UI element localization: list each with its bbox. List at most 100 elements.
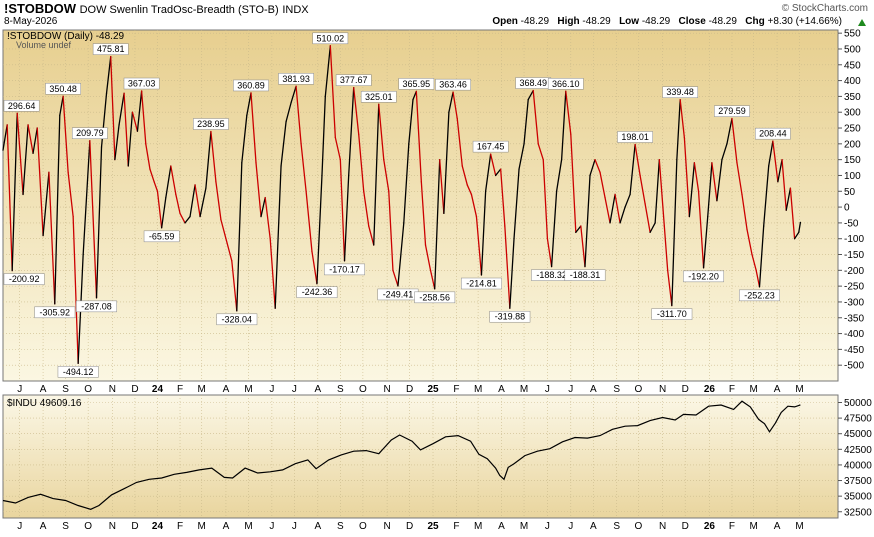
indicator-segment bbox=[140, 90, 147, 145]
ohlc-readout: Open -48.29 High -48.29 Low -48.29 Close… bbox=[492, 16, 842, 27]
peak-label: 368.49 bbox=[519, 78, 547, 88]
indicator-segment bbox=[373, 103, 380, 246]
indicator-segment bbox=[127, 111, 134, 167]
x-tick-label: M bbox=[244, 521, 252, 532]
indicator-segment bbox=[475, 215, 483, 276]
indicator-segment bbox=[156, 190, 163, 229]
indicator-segment bbox=[255, 162, 262, 218]
indicator-segment bbox=[363, 190, 370, 227]
indicator-segment bbox=[570, 133, 577, 234]
chg-value: +8.30 (+14.66%) bbox=[767, 16, 843, 27]
peak-label-box bbox=[739, 289, 780, 302]
indicator-segment bbox=[149, 168, 155, 183]
indicator-segment bbox=[145, 143, 151, 170]
peak-label: 475.81 bbox=[97, 44, 125, 54]
x-tick-label: N bbox=[659, 521, 666, 532]
peak-label: 296.64 bbox=[8, 101, 36, 111]
x-tick-label: O bbox=[359, 521, 367, 532]
indicator-segment bbox=[420, 181, 427, 246]
indicator-segment bbox=[500, 168, 506, 227]
peak-label-box bbox=[278, 73, 314, 85]
indicator-segment bbox=[27, 124, 34, 154]
peak-label: 325.01 bbox=[365, 92, 393, 102]
peak-label-box bbox=[76, 300, 117, 313]
x-tick-label: F bbox=[177, 384, 183, 395]
dow-panel[interactable] bbox=[2, 394, 839, 519]
indicator-segment bbox=[290, 85, 297, 104]
indicator-segment bbox=[89, 140, 98, 299]
indicator-segment bbox=[604, 196, 611, 224]
up-arrow-icon bbox=[858, 19, 866, 26]
x-tick-label: S bbox=[62, 521, 69, 532]
indicator-segment bbox=[36, 127, 44, 237]
peak-label: 363.46 bbox=[439, 80, 467, 90]
y-tick-label: -300 bbox=[844, 297, 864, 308]
y-tick-label: -450 bbox=[844, 345, 864, 356]
indicator-segment bbox=[72, 215, 79, 364]
x-tick-label: A bbox=[498, 521, 505, 532]
x-tick-label: D bbox=[406, 384, 413, 395]
x-tick-label: M bbox=[749, 521, 757, 532]
x-tick-label: M bbox=[198, 521, 206, 532]
indicator-segment bbox=[118, 92, 125, 126]
peak-label: -287.08 bbox=[81, 301, 112, 311]
x-tick-label: S bbox=[613, 521, 620, 532]
x-tick-label: M bbox=[795, 521, 803, 532]
peak-label: 510.02 bbox=[317, 33, 345, 43]
indicator-segment bbox=[82, 140, 91, 256]
volume-legend: Volume undef bbox=[16, 40, 72, 50]
close-label: Close bbox=[678, 16, 706, 27]
x-tick-label: J bbox=[17, 384, 22, 395]
y-tick-label: 35000 bbox=[844, 492, 872, 503]
indicator-segment bbox=[16, 112, 24, 196]
peak-label-box bbox=[3, 100, 40, 112]
peak-label-box bbox=[755, 127, 791, 140]
y-tick-label: 550 bbox=[844, 29, 861, 40]
indicator-segment bbox=[523, 98, 529, 145]
peak-label: -242.36 bbox=[302, 287, 333, 297]
peak-label-box bbox=[233, 79, 269, 92]
indicator-segment bbox=[518, 143, 525, 170]
indicator-segment bbox=[741, 193, 748, 230]
indicator-segment bbox=[777, 158, 783, 183]
brand-label[interactable]: © StockCharts.com bbox=[781, 3, 868, 14]
x-tick-label: A bbox=[590, 384, 597, 395]
x-tick-label: F bbox=[729, 384, 735, 395]
x-tick-label: M bbox=[474, 384, 482, 395]
indicator-segment bbox=[184, 215, 191, 224]
x-tick-label: O bbox=[84, 521, 92, 532]
x-tick-label: S bbox=[613, 384, 620, 395]
indicator-segment bbox=[624, 193, 631, 208]
x-tick-label: S bbox=[62, 384, 69, 395]
ticker-title: !STOBDOW DOW Swenlin TradOsc-Breadth (ST… bbox=[4, 1, 309, 16]
indicator-segment bbox=[619, 206, 626, 224]
indicator-segment bbox=[711, 162, 718, 202]
indicator-segment bbox=[378, 103, 385, 161]
y-tick-label: -350 bbox=[844, 313, 864, 324]
indicator-segment bbox=[781, 158, 787, 211]
indicator-segment bbox=[54, 114, 61, 305]
indicator-segment bbox=[397, 222, 405, 287]
x-tick-label: A bbox=[40, 384, 47, 395]
indicator-segment bbox=[448, 91, 454, 113]
x-tick-label: 24 bbox=[152, 384, 164, 395]
indicator-segment bbox=[663, 225, 669, 271]
indicator-segment bbox=[746, 228, 753, 256]
x-tick-label: J bbox=[545, 521, 550, 532]
peak-label: 208.44 bbox=[759, 129, 787, 139]
indicator-segment bbox=[42, 171, 50, 237]
indicator-segment bbox=[434, 158, 441, 290]
x-tick-label: N bbox=[383, 384, 390, 395]
x-tick-label: A bbox=[40, 521, 47, 532]
x-tick-label: J bbox=[269, 384, 274, 395]
x-tick-label: J bbox=[292, 384, 297, 395]
indicator-segment bbox=[470, 193, 478, 218]
y-tick-label: 200 bbox=[844, 139, 861, 150]
indicator-segment bbox=[225, 238, 233, 262]
indicator-segment bbox=[274, 165, 282, 309]
indicator-segment bbox=[439, 158, 445, 215]
peak-label-box bbox=[324, 263, 365, 276]
x-tick-label: A bbox=[223, 384, 230, 395]
x-tick-label: A bbox=[590, 521, 597, 532]
